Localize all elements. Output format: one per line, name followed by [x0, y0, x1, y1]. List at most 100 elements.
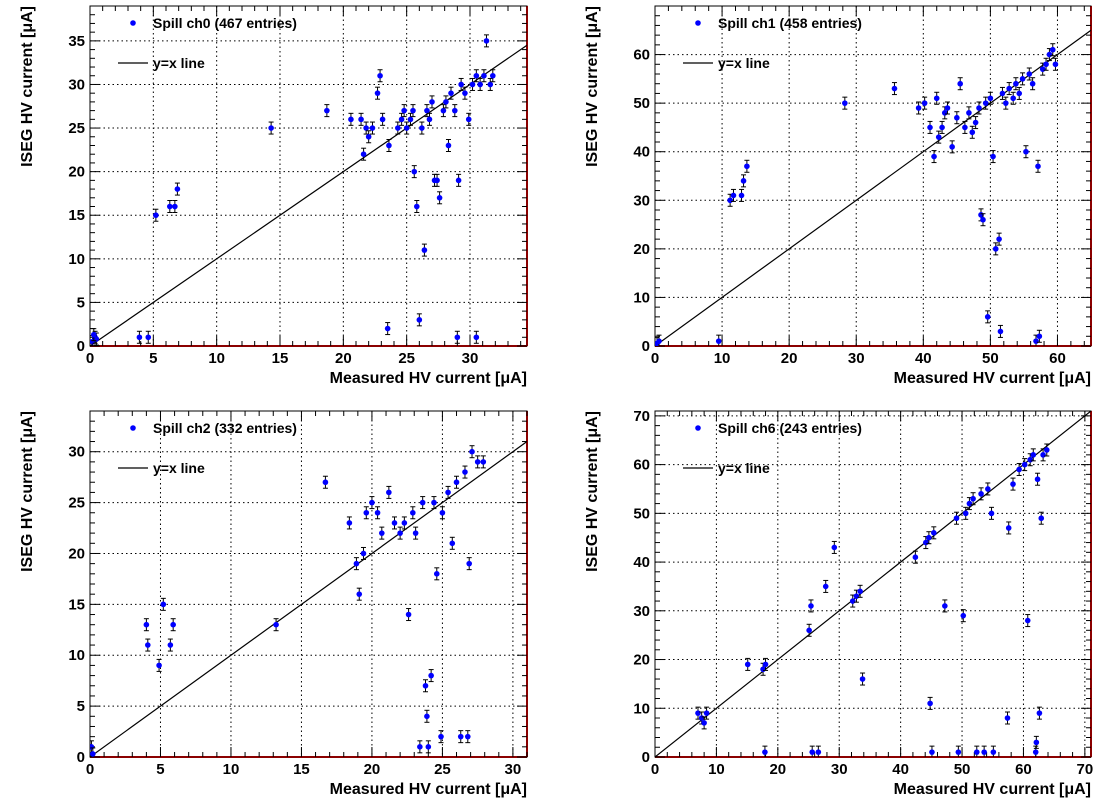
y-tick-label: 30 [68, 76, 85, 93]
chart-panel-2: 0 10 20 30 40 50 60 0 10 20 30 40 50 60 Measured HV cu… [584, 5, 1092, 387]
data-point [453, 479, 460, 486]
data-point [268, 125, 274, 131]
data-point [1034, 476, 1041, 483]
data-point [703, 710, 710, 716]
data-point [988, 510, 995, 517]
data-point [762, 749, 768, 755]
data-point [1039, 66, 1046, 72]
data-point [374, 90, 381, 96]
data-point [384, 325, 391, 332]
data-point [369, 125, 376, 131]
data-point [972, 119, 979, 126]
data-point [656, 338, 662, 344]
data-point [744, 661, 751, 668]
data-point [859, 676, 866, 682]
x-tick-label: 20 [769, 761, 786, 778]
data-point [738, 192, 745, 199]
data-point [929, 749, 935, 755]
data-point [356, 591, 363, 597]
data-point [421, 247, 428, 253]
data-point [1036, 710, 1043, 716]
data-point [740, 178, 747, 184]
y-tick-label: 70 [633, 408, 650, 425]
data-point [425, 744, 432, 750]
data-point [926, 534, 932, 541]
chart-panel-4: 0 10 20 30 40 50 60 70 0 10 20 30 40 50 60 70 Measured H… [584, 408, 1093, 798]
x-axis-title: Measured HV current [μA] [894, 370, 1091, 387]
data-point [440, 107, 447, 114]
data-point [1019, 76, 1026, 82]
x-tick-label: 0 [651, 761, 659, 778]
data-point [966, 500, 973, 507]
data-point [386, 142, 392, 149]
x-tick-label: 60 [1049, 350, 1066, 367]
x-tick-label: 20 [335, 350, 352, 367]
data-point [966, 110, 972, 116]
data-point [145, 334, 152, 341]
x-tick-label: 70 [1077, 761, 1094, 778]
legend-marker [130, 20, 136, 26]
data-point [465, 116, 472, 123]
data-point [980, 216, 986, 223]
data-point [386, 489, 392, 496]
y-tick-label: 0 [77, 749, 85, 766]
data-point [1038, 515, 1045, 522]
x-tick-label: 30 [462, 350, 479, 367]
data-point [474, 459, 481, 465]
data-point [143, 621, 150, 628]
data-point [490, 72, 496, 79]
data-point [457, 733, 464, 740]
data-point [426, 116, 433, 123]
data-point [324, 107, 330, 114]
legend-label-line: y=x line [718, 460, 770, 476]
data-point [973, 749, 980, 755]
data-point [942, 603, 948, 609]
data-point [978, 491, 984, 497]
data-point [1036, 333, 1043, 340]
data-point [462, 90, 468, 96]
y-tick-label: 50 [633, 505, 650, 522]
data-point [346, 520, 353, 526]
data-point [927, 124, 933, 131]
y-tick-label: 10 [68, 647, 85, 664]
data-point [433, 571, 440, 577]
x-tick-label: 20 [364, 761, 381, 778]
y-tick-label: 5 [77, 698, 85, 715]
x-tick-label: 15 [272, 350, 289, 367]
data-point [957, 80, 963, 87]
data-point [401, 107, 407, 114]
data-point [487, 81, 494, 88]
data-point [701, 720, 707, 726]
y-tick-label: 35 [68, 33, 85, 50]
y-tick-label: 30 [633, 192, 650, 209]
x-tick-label: 30 [505, 761, 522, 778]
x-tick-label: 40 [892, 761, 909, 778]
data-point [434, 177, 440, 184]
data-point [954, 114, 960, 121]
data-point [955, 749, 962, 755]
y-equals-x-line [90, 44, 527, 346]
x-tick-label: 20 [781, 350, 798, 367]
data-point [982, 100, 989, 106]
data-point [930, 530, 937, 536]
y-axis-title: ISEG HV current [μA] [19, 411, 36, 572]
data-point [949, 144, 955, 150]
legend-marker [695, 20, 701, 26]
y-tick-label: 0 [642, 338, 650, 355]
y-tick-label: 15 [68, 207, 85, 224]
data-point [353, 560, 360, 567]
x-tick-label: 25 [434, 761, 451, 778]
data-point [167, 642, 174, 648]
x-tick-label: 15 [293, 761, 310, 778]
data-point [1016, 466, 1022, 473]
data-point [939, 124, 945, 131]
x-tick-label: 30 [848, 350, 865, 367]
data-point [464, 733, 471, 740]
y-tick-label: 60 [633, 47, 650, 64]
data-point [439, 509, 446, 516]
data-point [970, 495, 976, 502]
data-point [762, 661, 769, 668]
y-tick-label: 40 [633, 144, 650, 161]
y-tick-label: 0 [642, 749, 650, 766]
